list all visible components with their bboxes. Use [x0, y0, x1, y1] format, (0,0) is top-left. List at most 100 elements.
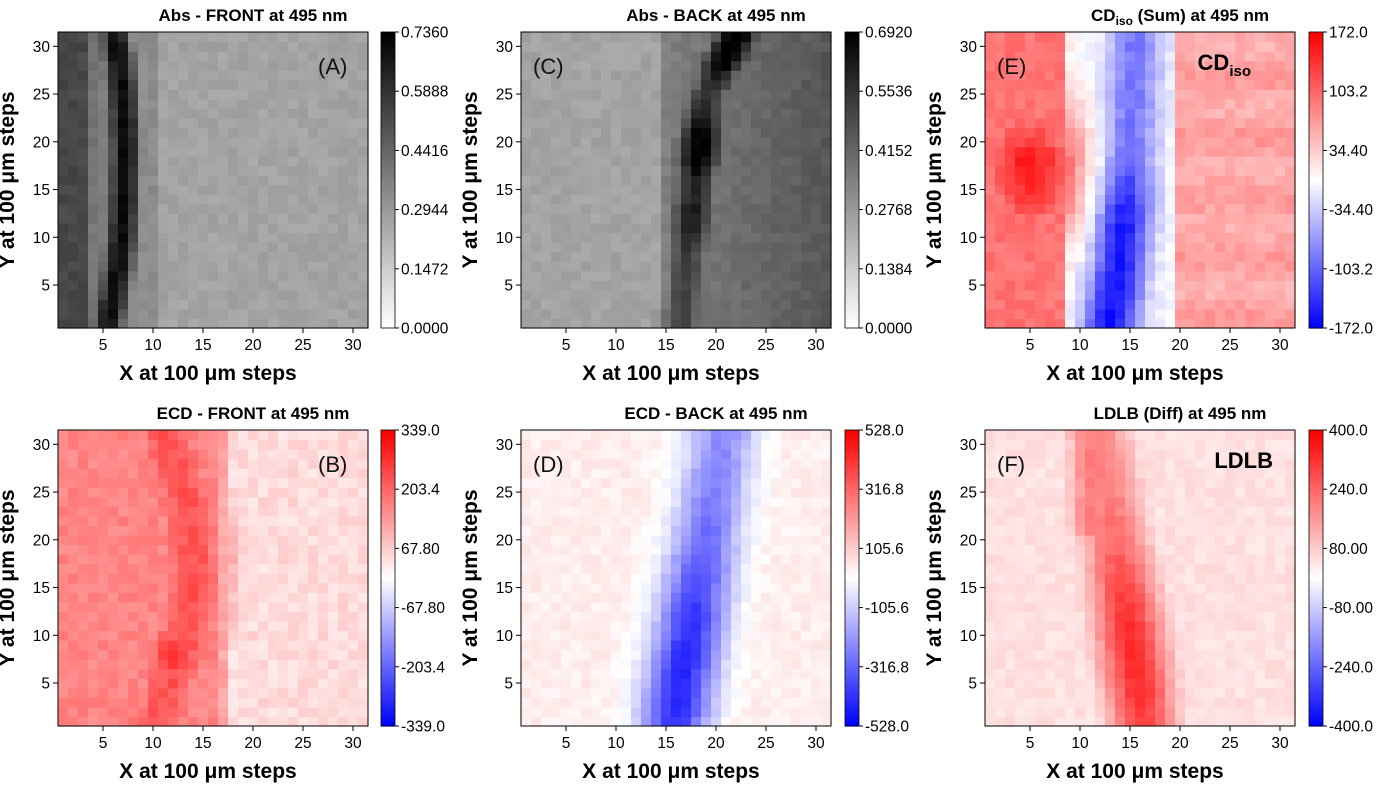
heatmap-cell [651, 280, 662, 291]
heatmap-cell [338, 261, 349, 272]
heatmap-cell [108, 430, 119, 441]
colorbar-segment [1309, 283, 1323, 287]
heatmap-cell [611, 630, 622, 641]
heatmap-cell [258, 592, 269, 603]
colorbar-segment [845, 271, 859, 275]
heatmap-cell [771, 242, 782, 253]
heatmap-cell [278, 280, 289, 291]
heatmap-cell [148, 563, 159, 574]
heatmap-cell [308, 487, 319, 498]
heatmap-cell [158, 232, 169, 243]
heatmap-cell [761, 165, 772, 176]
heatmap-cell [338, 573, 349, 584]
heatmap-cell [801, 242, 812, 253]
colorbar-segment [1309, 261, 1323, 265]
heatmap-cell [108, 678, 119, 689]
heatmap-cell [641, 232, 652, 243]
heatmap-cell [148, 213, 159, 224]
colorbar-segment [381, 491, 395, 495]
heatmap-cell [138, 487, 149, 498]
heatmap-cell [1065, 299, 1076, 310]
heatmap-cell [1045, 41, 1056, 52]
heatmap-cell [218, 582, 229, 593]
colorbar-segment [1309, 197, 1323, 201]
heatmap-cell [128, 525, 139, 536]
heatmap-cell [68, 687, 79, 698]
colorbar-segment [845, 49, 859, 53]
heatmap-cell [198, 582, 209, 593]
heatmap-cell [611, 554, 622, 565]
heatmap-cell [601, 213, 612, 224]
heatmap-cell [551, 242, 562, 253]
heatmap-cell [995, 299, 1006, 310]
heatmap-cell [148, 261, 159, 272]
heatmap-cell [661, 706, 672, 718]
heatmap-cell [228, 487, 239, 498]
heatmap-cell [1215, 146, 1226, 157]
heatmap-cell [178, 232, 189, 243]
heatmap-cell [641, 611, 652, 622]
heatmap-cell [1165, 127, 1176, 138]
heatmap-cell [551, 697, 562, 708]
heatmap-cell [801, 70, 812, 81]
x-axis-label: X at 100 μm steps [119, 362, 296, 385]
heatmap-cell [1055, 98, 1066, 109]
heatmap-cell [238, 496, 249, 507]
heatmap-cell [1025, 194, 1036, 205]
colorbar-segment [381, 308, 395, 312]
heatmap-cell [1205, 308, 1216, 320]
colorbar-segment [845, 293, 859, 297]
heatmap-cell [58, 308, 69, 320]
heatmap-cell [1245, 261, 1256, 272]
heatmap-cell [1165, 98, 1176, 109]
heatmap-cell [531, 659, 542, 670]
heatmap-cell [158, 79, 169, 90]
heatmap-cell [611, 270, 622, 281]
colorbar-segment [845, 152, 859, 156]
heatmap-cell [721, 203, 732, 215]
heatmap-cell [268, 60, 279, 71]
heatmap-cell [208, 261, 219, 272]
heatmap-cell [1135, 318, 1146, 329]
heatmap-cell [621, 146, 632, 157]
colorbar-segment [1309, 49, 1323, 53]
heatmap-cell [138, 289, 149, 300]
heatmap-cell [1005, 41, 1016, 52]
heatmap-cell [68, 194, 79, 205]
heatmap-cell [551, 213, 562, 224]
heatmap-cell [178, 270, 189, 281]
heatmap-cell [985, 270, 996, 281]
heatmap-cell [1245, 146, 1256, 157]
heatmap-cell [298, 318, 309, 329]
heatmap-cell [1075, 289, 1086, 300]
heatmap-cell [631, 280, 642, 291]
heatmap-cell [108, 89, 119, 100]
heatmap-cell [521, 89, 532, 100]
heatmap-cell [1045, 32, 1056, 43]
heatmap-cell [701, 242, 712, 253]
heatmap-cell [701, 222, 712, 234]
heatmap-cell [551, 659, 562, 670]
heatmap-cell [158, 70, 169, 81]
colorbar-segment [381, 587, 395, 591]
x-tick-label: 20 [244, 337, 262, 354]
heatmap-cell [741, 146, 752, 157]
heatmap-cell [228, 458, 239, 469]
heatmap-cell [721, 70, 732, 81]
heatmap-cell [298, 117, 309, 129]
heatmap-cell [268, 156, 279, 167]
heatmap-cell [298, 468, 309, 479]
heatmap-cell [611, 477, 622, 488]
heatmap-cell [611, 184, 622, 195]
heatmap-cell [551, 716, 562, 727]
heatmap-cell [1115, 299, 1126, 310]
heatmap-cell [78, 439, 89, 450]
heatmap-cell [208, 165, 219, 176]
heatmap-cell [821, 117, 832, 129]
heatmap-cell [591, 477, 602, 488]
heatmap-cell [318, 146, 329, 157]
heatmap-cell [268, 203, 279, 215]
colorbar-segment [845, 281, 859, 285]
heatmap-cell [1145, 32, 1156, 43]
heatmap-cell [671, 289, 682, 300]
